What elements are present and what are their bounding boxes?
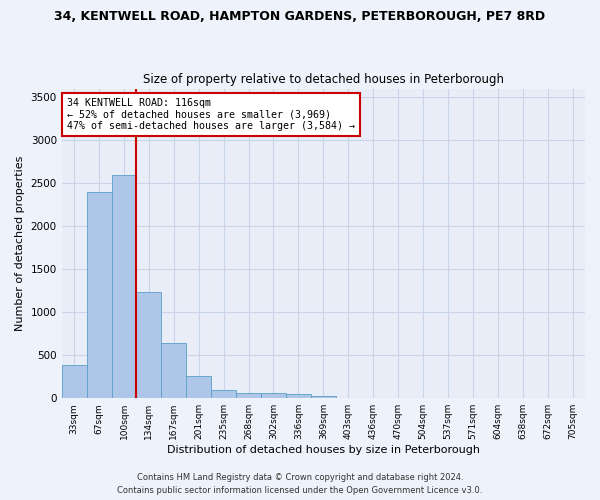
Bar xyxy=(161,343,186,398)
Bar xyxy=(62,364,86,398)
Bar xyxy=(311,396,336,398)
Text: 34 KENTWELL ROAD: 116sqm
← 52% of detached houses are smaller (3,969)
47% of sem: 34 KENTWELL ROAD: 116sqm ← 52% of detach… xyxy=(67,98,355,131)
Bar xyxy=(136,292,161,398)
Bar xyxy=(186,376,211,398)
Bar xyxy=(211,390,236,398)
Bar xyxy=(286,394,311,398)
Y-axis label: Number of detached properties: Number of detached properties xyxy=(15,156,25,331)
Bar xyxy=(86,192,112,398)
Text: Contains HM Land Registry data © Crown copyright and database right 2024.
Contai: Contains HM Land Registry data © Crown c… xyxy=(118,474,482,495)
Bar xyxy=(112,174,136,398)
Bar xyxy=(261,394,286,398)
Bar xyxy=(236,393,261,398)
X-axis label: Distribution of detached houses by size in Peterborough: Distribution of detached houses by size … xyxy=(167,445,480,455)
Text: 34, KENTWELL ROAD, HAMPTON GARDENS, PETERBOROUGH, PE7 8RD: 34, KENTWELL ROAD, HAMPTON GARDENS, PETE… xyxy=(55,10,545,23)
Title: Size of property relative to detached houses in Peterborough: Size of property relative to detached ho… xyxy=(143,73,504,86)
